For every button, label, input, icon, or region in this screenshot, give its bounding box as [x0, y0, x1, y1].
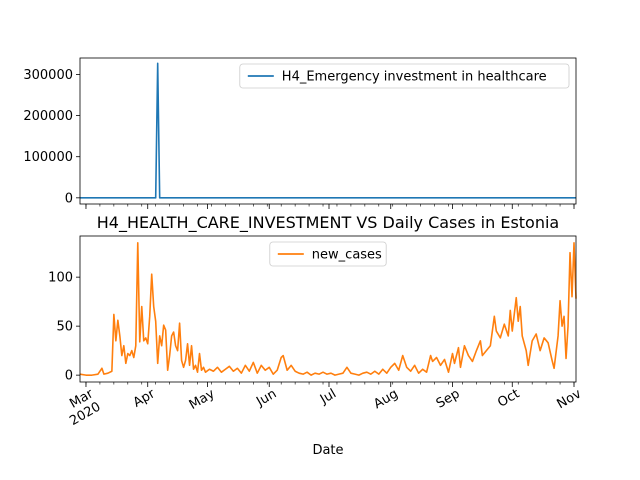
y-tick-label: 100 — [48, 271, 73, 286]
y-tick-label: 50 — [56, 320, 73, 335]
y-tick-label: 300000 — [23, 68, 73, 83]
x-tick-label-line: Apr — [131, 386, 159, 411]
bottom-subplot: 0 50 100 Mar2020 Apr May Jun Jul Aug Sep Oct Nov new… — [48, 235, 585, 429]
x-tick-label-line: Oct — [495, 386, 522, 410]
top-subplot: 0 100000 200000 300000 H4_Emergency investme… — [23, 57, 577, 209]
x-tick-label-line: Aug — [371, 386, 400, 412]
legend: new_cases — [269, 241, 387, 267]
x-tick-label: Oct — [495, 386, 522, 410]
chart-title: H4_HEALTH_CARE_INVESTMENT VS Daily Cases… — [97, 213, 559, 233]
legend-label: new_cases — [312, 248, 382, 263]
y-tick-label: 100000 — [23, 150, 73, 165]
legend: H4_Emergency investment in healthcare — [239, 63, 570, 89]
x-tick-label-line: Nov — [555, 386, 585, 412]
series-line-h4-emergency-investment-in-healthcare — [80, 62, 576, 199]
legend-label: H4_Emergency investment in healthcare — [282, 70, 547, 85]
x-tick-label-line: May — [187, 386, 218, 413]
legend-box — [239, 63, 570, 89]
x-tick-label: Aug — [371, 386, 400, 412]
x-tick-label: Sep — [434, 386, 463, 411]
x-tick-label-line: Sep — [434, 386, 463, 411]
y-tick-label: 0 — [65, 191, 73, 206]
legend-box — [269, 241, 387, 267]
x-tick-label: Mar2020 — [60, 386, 104, 429]
series-line-new-cases — [79, 242, 577, 376]
x-tick-label: Jun — [253, 386, 279, 410]
y-tick-label: 200000 — [23, 109, 73, 124]
x-tick-label: May — [187, 386, 218, 413]
y-tick-label: 0 — [65, 369, 73, 384]
x-tick-label: Nov — [555, 386, 585, 412]
axes-frame — [79, 235, 577, 383]
x-tick-label: Apr — [131, 386, 159, 411]
x-axis-label: Date — [312, 443, 343, 458]
x-tick-label-line: Jun — [253, 386, 279, 410]
x-tick-label: Jul — [317, 386, 339, 407]
x-tick-label-line: Jul — [317, 386, 339, 407]
axes-frame — [79, 57, 577, 205]
